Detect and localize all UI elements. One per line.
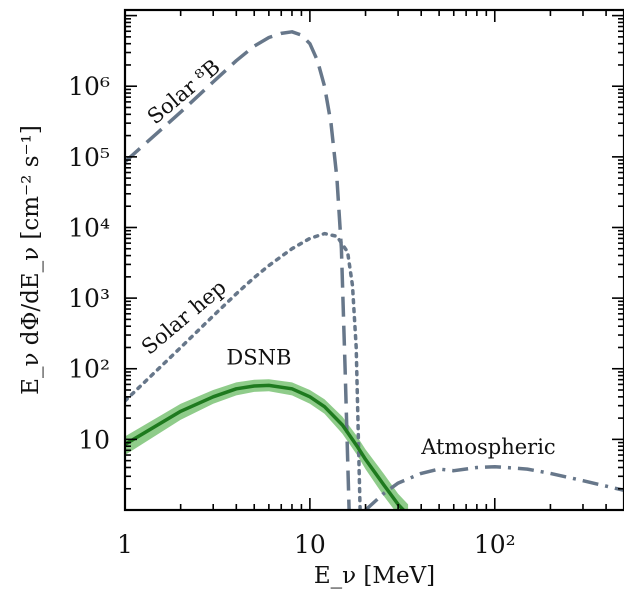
dsnb-uncertainty-band (125, 379, 409, 510)
x-tick-label: 1 (117, 530, 133, 559)
labels-layer: 1 10 10² 10 10² 10³ 10⁴ 10⁵ 10⁶ E_ν [MeV] E_ν dΦ/d… (18, 55, 556, 589)
y-tick-label: 10⁵ (68, 143, 110, 172)
axes-layer (123, 8, 624, 512)
dsnb-line (125, 383, 406, 510)
series-layer (125, 30, 624, 510)
solar-b-annotation: Solar ⁸B (143, 55, 225, 129)
y-tick-label: 10 (78, 425, 110, 454)
y-tick-label: 10³ (68, 284, 110, 313)
solar-hep-annotation: Solar hep (137, 275, 231, 359)
atmospheric-annotation: Atmospheric (420, 435, 555, 459)
y-tick-label: 10² (68, 355, 110, 384)
dsnb-annotation: DSNB (226, 345, 291, 369)
y-tick-label: 10⁴ (68, 213, 110, 242)
plot-frame (123, 8, 624, 512)
y-tick-label: 10⁶ (68, 72, 110, 101)
x-tick-label: 10 (294, 530, 326, 559)
y-axis-title: E_ν dΦ/dE_ν [cm⁻² s⁻¹] (18, 125, 44, 395)
x-tick-label: 10² (474, 530, 516, 559)
solar-hep-line (125, 231, 362, 510)
x-axis-title: E_ν [MeV] (314, 563, 435, 589)
atmospheric-line (364, 464, 624, 510)
